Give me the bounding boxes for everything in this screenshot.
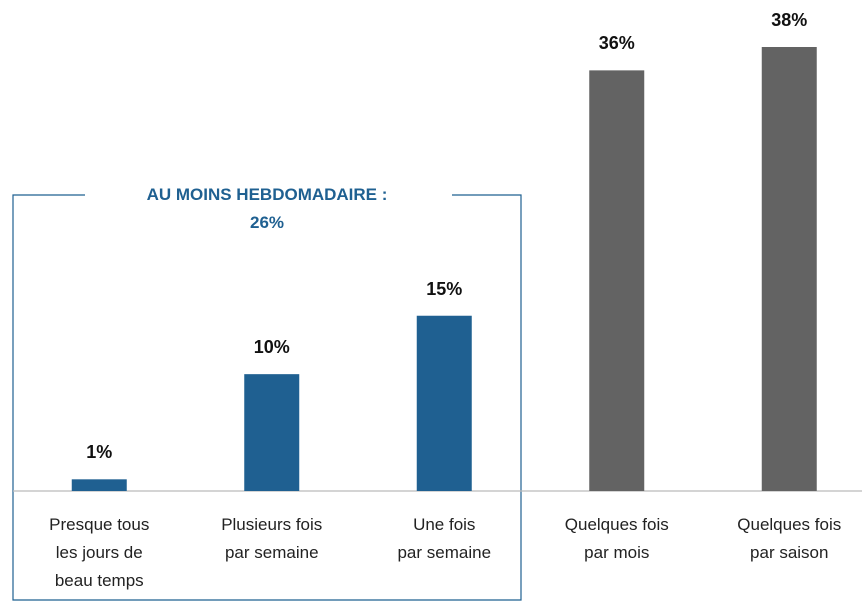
x-tick-label: Presque tous les jours de beau temps [49,515,150,590]
value-label: 15% [426,278,463,299]
bar [244,374,300,491]
x-tick-label: Une fois par semaine [397,515,492,562]
bar [71,479,127,491]
x-tick-label: Plusieurs fois par semaine [221,515,323,562]
group-bracket [12,194,522,601]
bar [589,70,645,492]
x-tick-label: Quelques fois par saison [737,515,842,562]
bar [761,47,817,491]
value-label: 10% [253,337,290,358]
value-label: 38% [771,10,808,30]
value-label: 36% [598,33,635,54]
bar [416,315,472,491]
annotation: AU MOINS HEBDOMADAIRE : [136,181,398,209]
annotation: 26% [249,209,285,237]
value-label: 1% [86,442,113,463]
x-tick-label: Quelques fois par mois [564,515,669,562]
